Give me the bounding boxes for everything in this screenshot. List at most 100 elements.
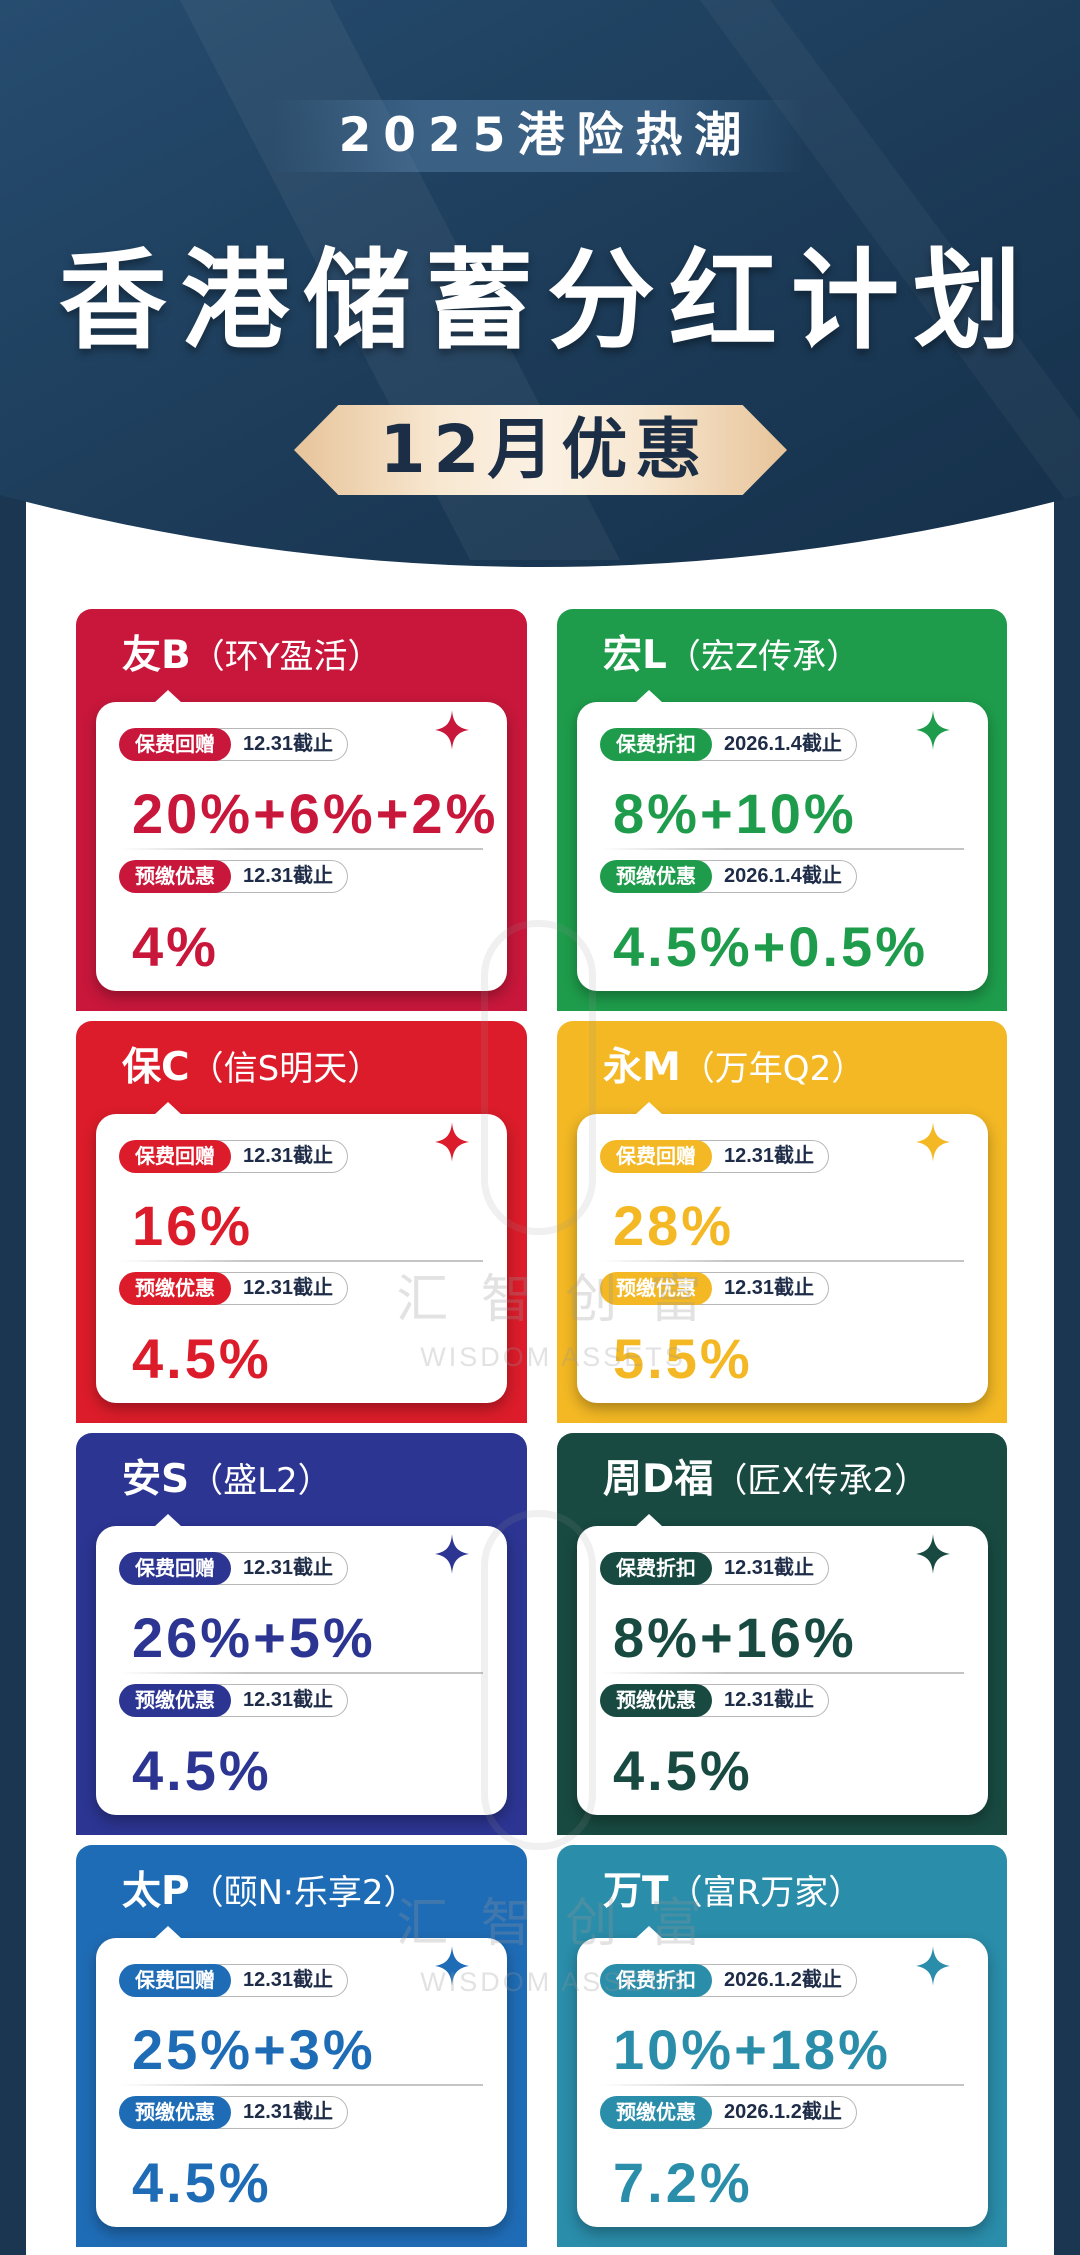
offer-label: 预缴优惠 (600, 1684, 712, 1717)
divider (120, 1260, 483, 1262)
card-header: 保C（信S明天） (122, 1045, 381, 1091)
premium-offer-value: 8%+16% (613, 1606, 857, 1669)
premium-offer-tag: 保费回赠 12.31截止 (119, 1140, 349, 1173)
offer-deadline: 12.31截止 (214, 1684, 349, 1717)
offer-card: 万T（富R万家） 保费折扣 2026.1.2截止 10%+18% 预缴优惠 2026… (557, 1845, 1007, 2247)
panel-notch (635, 1102, 663, 1115)
offer-deadline: 12.31截止 (695, 1684, 830, 1717)
offer-deadline: 2026.1.2截止 (695, 2096, 857, 2129)
ribbon-label: 12月优惠 (379, 411, 710, 488)
premium-offer-tag: 保费回赠 12.31截止 (119, 728, 349, 761)
offer-panel: 保费回赠 12.31截止 20%+6%+2% 预缴优惠 12.31截止 4% (96, 690, 507, 991)
prepay-offer-value: 4.5% (132, 2151, 272, 2214)
prepay-offer-tag: 预缴优惠 12.31截止 (119, 1684, 349, 1717)
prepay-offer-value: 4.5% (132, 1739, 272, 1802)
offer-label: 预缴优惠 (600, 860, 712, 893)
offer-label: 预缴优惠 (119, 1272, 231, 1305)
divider (120, 848, 483, 850)
card-header: 友B（环Y盈活） (122, 633, 382, 679)
offer-label: 保费回赠 (119, 1552, 231, 1585)
offer-label: 保费回赠 (119, 728, 231, 761)
eyebrow-title: 2025港险热潮 (338, 108, 754, 163)
premium-offer-tag: 保费回赠 12.31截止 (119, 1552, 349, 1585)
plan-name: （颐N·乐享2） (189, 1873, 418, 1913)
sparkle-icon (435, 1122, 469, 1162)
divider (120, 1672, 483, 1674)
premium-offer-value: 10%+18% (613, 2018, 891, 2081)
offer-panel: 保费折扣 12.31截止 8%+16% 预缴优惠 12.31截止 4.5% (577, 1514, 988, 1815)
plan-name: （万年Q2） (680, 1049, 866, 1089)
premium-offer-value: 16% (132, 1194, 254, 1257)
insurer-name: 万T (603, 1869, 669, 1914)
offer-deadline: 12.31截止 (214, 860, 349, 893)
premium-offer-tag: 保费折扣 2026.1.4截止 (600, 728, 857, 761)
panel-notch (154, 1926, 182, 1939)
offer-card: 安S（盛L2） 保费回赠 12.31截止 26%+5% 预缴优惠 12.31截止 4… (76, 1433, 527, 1835)
offer-deadline: 2026.1.4截止 (695, 728, 857, 761)
prepay-offer-value: 4.5%+0.5% (613, 915, 928, 978)
offer-label: 预缴优惠 (600, 1272, 712, 1305)
card-header: 永M（万年Q2） (603, 1045, 865, 1091)
panel-notch (154, 690, 182, 703)
panel-notch (635, 690, 663, 703)
prepay-offer-tag: 预缴优惠 12.31截止 (119, 2096, 349, 2129)
offer-label: 保费折扣 (600, 1552, 712, 1585)
offer-label: 保费折扣 (600, 728, 712, 761)
offer-grid: 友B（环Y盈活） 保费回赠 12.31截止 20%+6%+2% 预缴优惠 12.31… (76, 609, 1007, 2247)
eyebrow-band (273, 100, 804, 172)
card-header: 周D福（匠X传承2） (603, 1457, 928, 1503)
offer-deadline: 12.31截止 (214, 1272, 349, 1305)
card-header: 万T（富R万家） (603, 1869, 862, 1915)
divider (120, 2084, 483, 2086)
plan-name: （盛L2） (189, 1461, 332, 1501)
premium-offer-tag: 保费折扣 2026.1.2截止 (600, 1964, 857, 1997)
premium-offer-value: 8%+10% (613, 782, 857, 845)
plan-name: （匠X传承2） (713, 1461, 929, 1501)
premium-offer-tag: 保费回赠 12.31截止 (600, 1140, 830, 1173)
card-header: 宏L（宏Z传承） (603, 633, 860, 679)
premium-offer-tag: 保费回赠 12.31截止 (119, 1964, 349, 1997)
divider (601, 2084, 964, 2086)
offer-panel: 保费回赠 12.31截止 26%+5% 预缴优惠 12.31截止 4.5% (96, 1514, 507, 1815)
sparkle-icon (916, 710, 950, 750)
sparkle-icon (435, 710, 469, 750)
offer-label: 预缴优惠 (600, 2096, 712, 2129)
panel-notch (635, 1514, 663, 1527)
offer-deadline: 12.31截止 (214, 1140, 349, 1173)
offer-card: 宏L（宏Z传承） 保费折扣 2026.1.4截止 8%+10% 预缴优惠 2026.… (557, 609, 1007, 1011)
prepay-offer-tag: 预缴优惠 12.31截止 (600, 1272, 830, 1305)
prepay-offer-value: 4.5% (132, 1327, 272, 1390)
plan-name: （环Y盈活） (190, 637, 382, 677)
offer-label: 保费回赠 (600, 1140, 712, 1173)
offer-deadline: 12.31截止 (695, 1272, 830, 1305)
sparkle-icon (435, 1946, 469, 1986)
offer-label: 保费折扣 (600, 1964, 712, 1997)
plan-name: （富R万家） (668, 1873, 863, 1913)
offer-deadline: 12.31截止 (214, 2096, 349, 2129)
offer-card: 保C（信S明天） 保费回赠 12.31截止 16% 预缴优惠 12.31截止 4.5… (76, 1021, 527, 1423)
prepay-offer-value: 5.5% (613, 1327, 753, 1390)
offer-panel: 保费折扣 2026.1.4截止 8%+10% 预缴优惠 2026.1.4截止 4.5… (577, 690, 988, 991)
sparkle-icon (916, 1122, 950, 1162)
offer-label: 预缴优惠 (119, 860, 231, 893)
offer-label: 保费回赠 (119, 1140, 231, 1173)
panel-notch (154, 1102, 182, 1115)
divider (601, 848, 964, 850)
panel-notch (635, 1926, 663, 1939)
offer-card: 友B（环Y盈活） 保费回赠 12.31截止 20%+6%+2% 预缴优惠 12.31… (76, 609, 527, 1011)
prepay-offer-tag: 预缴优惠 12.31截止 (600, 1684, 830, 1717)
insurer-name: 太P (122, 1869, 190, 1914)
panel-notch (154, 1514, 182, 1527)
prepay-offer-value: 4.5% (613, 1739, 753, 1802)
offer-deadline: 12.31截止 (695, 1552, 830, 1585)
offer-deadline: 12.31截止 (214, 1552, 349, 1585)
premium-offer-tag: 保费折扣 12.31截止 (600, 1552, 830, 1585)
card-header: 安S（盛L2） (122, 1457, 332, 1503)
sparkle-icon (435, 1534, 469, 1574)
card-header: 太P（颐N·乐享2） (122, 1869, 417, 1915)
offer-card: 永M（万年Q2） 保费回赠 12.31截止 28% 预缴优惠 12.31截止 5.5… (557, 1021, 1007, 1423)
insurer-name: 友B (122, 633, 191, 678)
prepay-offer-tag: 预缴优惠 12.31截止 (119, 860, 349, 893)
month-ribbon: 12月优惠 (294, 405, 787, 495)
insurer-name: 安S (122, 1457, 190, 1502)
